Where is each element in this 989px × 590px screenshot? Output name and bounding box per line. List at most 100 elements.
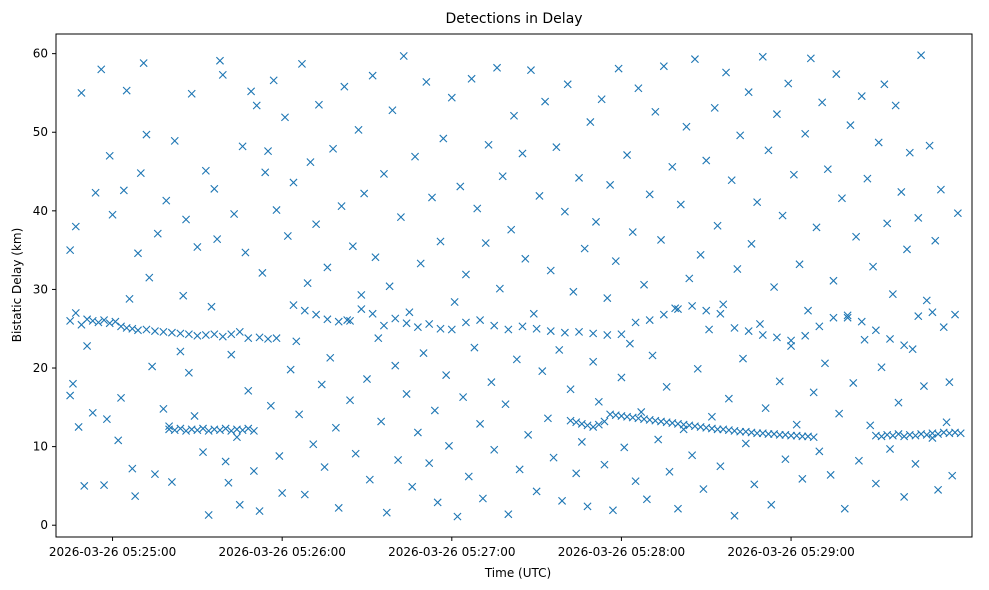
data-point <box>789 170 798 179</box>
data-point <box>837 194 846 203</box>
data-point <box>566 385 575 394</box>
data-point <box>314 100 323 109</box>
data-point <box>91 188 100 197</box>
y-axis-label: Bistatic Delay (km) <box>10 228 24 343</box>
data-point <box>541 97 550 106</box>
data-point <box>597 95 606 104</box>
data-point <box>631 318 640 327</box>
data-point <box>900 432 909 441</box>
data-point <box>804 306 813 315</box>
data-point <box>671 304 680 313</box>
data-point <box>490 445 499 454</box>
data-point <box>705 325 714 334</box>
data-point <box>413 428 422 437</box>
data-point <box>218 332 227 341</box>
data-point <box>668 162 677 171</box>
data-point <box>580 244 589 253</box>
data-point <box>117 322 126 331</box>
data-point <box>493 63 502 72</box>
data-point <box>275 452 284 461</box>
data-point <box>125 294 134 303</box>
data-point <box>716 309 725 318</box>
data-point <box>775 377 784 386</box>
data-point <box>869 262 878 271</box>
data-point <box>461 318 470 327</box>
data-point <box>142 130 151 139</box>
data-point <box>433 498 442 507</box>
data-point <box>543 414 552 423</box>
data-point <box>722 68 731 77</box>
data-point <box>659 310 668 319</box>
data-point <box>224 478 233 487</box>
x-tick-label: 2026-03-26 05:28:00 <box>558 545 685 559</box>
data-point <box>346 396 355 405</box>
data-point <box>702 306 711 315</box>
plot-frame <box>55 33 973 538</box>
data-point <box>775 430 784 439</box>
data-point <box>758 52 767 61</box>
data-point <box>269 76 278 85</box>
data-point <box>529 309 538 318</box>
data-point <box>716 462 725 471</box>
data-point <box>235 327 244 336</box>
data-point <box>108 210 117 219</box>
data-point <box>871 479 880 488</box>
data-point <box>953 209 962 218</box>
data-point <box>905 148 914 157</box>
x-tick-label: 2026-03-26 05:27:00 <box>388 545 515 559</box>
data-point <box>402 319 411 328</box>
y-tick-label: 0 <box>40 518 48 532</box>
data-point <box>142 325 151 334</box>
data-point <box>419 349 428 358</box>
data-point <box>897 187 906 196</box>
data-point <box>682 122 691 131</box>
data-point <box>538 367 547 376</box>
data-point <box>583 502 592 511</box>
data-point <box>651 107 660 116</box>
data-point <box>348 242 357 251</box>
y-tick-label: 20 <box>33 361 48 375</box>
data-point <box>911 459 920 468</box>
data-point <box>66 316 75 325</box>
data-point <box>888 431 897 440</box>
data-point <box>877 363 886 372</box>
y-tick-label: 30 <box>33 282 48 296</box>
data-point <box>382 508 391 517</box>
data-point <box>744 88 753 97</box>
y-tick-label: 10 <box>33 440 48 454</box>
data-point <box>699 485 708 494</box>
data-point <box>388 106 397 115</box>
data-point <box>495 284 504 293</box>
data-point <box>193 426 202 435</box>
data-point <box>948 471 957 480</box>
data-point <box>524 430 533 439</box>
data-point <box>767 500 776 509</box>
data-point <box>329 144 338 153</box>
data-point <box>829 276 838 285</box>
data-point <box>826 470 835 479</box>
data-point <box>657 235 666 244</box>
data-point <box>232 433 241 442</box>
data-point <box>546 266 555 275</box>
data-point <box>247 87 256 96</box>
data-point <box>640 280 649 289</box>
data-point <box>444 441 453 450</box>
data-point <box>572 469 581 478</box>
data-point <box>526 66 535 75</box>
data-point <box>289 301 298 310</box>
data-point <box>575 173 584 182</box>
data-point <box>685 274 694 283</box>
data-point <box>846 121 855 130</box>
data-point <box>515 465 524 474</box>
data-point <box>354 125 363 134</box>
data-point <box>787 431 796 440</box>
data-point <box>399 52 408 60</box>
data-point <box>787 342 796 351</box>
data-point <box>922 296 931 305</box>
data-point <box>560 328 569 337</box>
data-point <box>645 190 654 199</box>
data-point <box>71 309 80 317</box>
data-point <box>320 463 329 472</box>
data-point <box>379 169 388 178</box>
data-point <box>184 330 193 339</box>
